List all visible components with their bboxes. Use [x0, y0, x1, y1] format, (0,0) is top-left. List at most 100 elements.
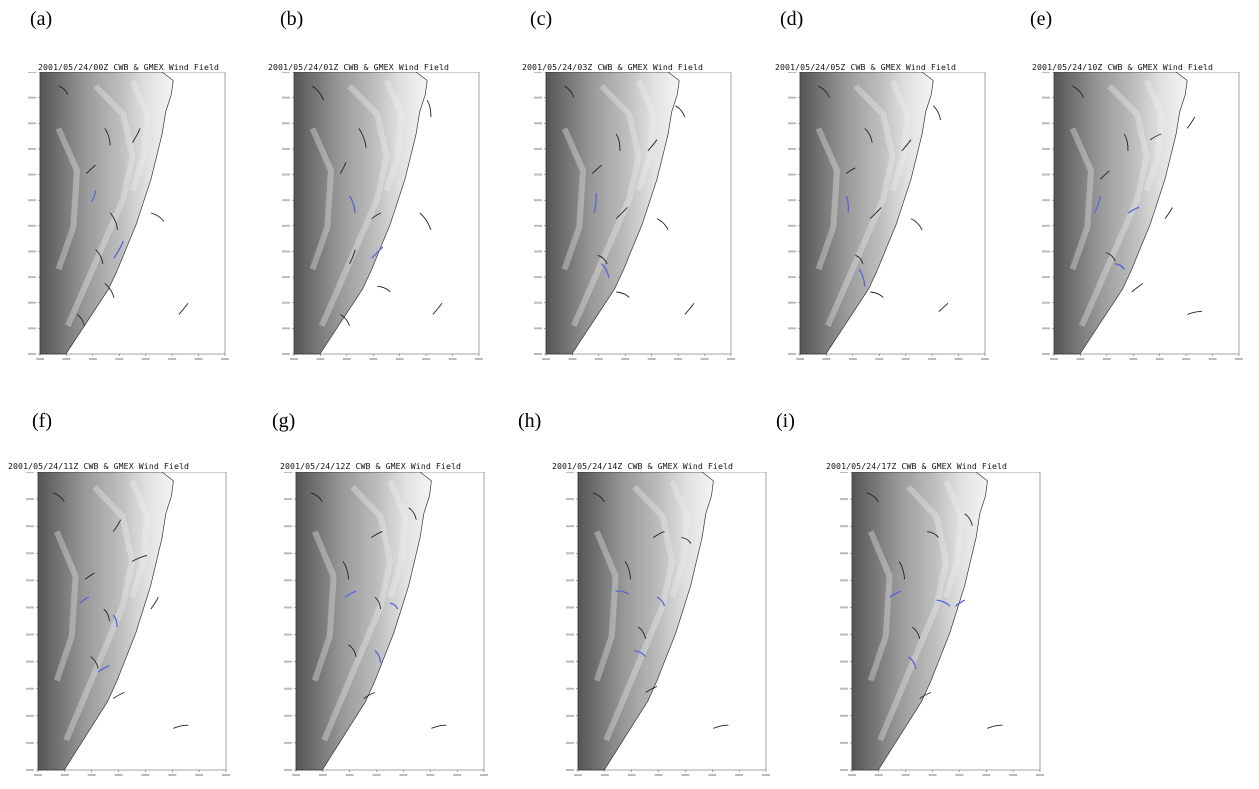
- panel-title: 2001/05/24/17Z CWB & GMEX Wind Field: [826, 461, 1008, 471]
- wind-vector-black: [927, 531, 939, 538]
- x-tick-label: [954, 358, 963, 360]
- y-tick-label: [28, 199, 36, 202]
- y-tick-label: [284, 687, 292, 690]
- wind-vector-black: [178, 302, 189, 315]
- x-tick-label: [426, 774, 435, 776]
- wind-field-map: [280, 72, 485, 364]
- y-tick-label: [566, 472, 574, 473]
- y-tick-label: [840, 525, 848, 528]
- x-tick-label: [399, 774, 408, 776]
- ridge-highlight: [943, 479, 965, 599]
- y-tick-label: [788, 122, 796, 125]
- y-tick-label: [282, 173, 290, 176]
- y-tick-label: [788, 276, 796, 279]
- ridge-highlight: [571, 83, 642, 328]
- x-tick-label: [290, 358, 298, 360]
- y-tick-label: [1042, 353, 1050, 355]
- ridge-highlight: [669, 479, 691, 599]
- wind-vector-black: [615, 133, 621, 152]
- y-tick-label: [566, 714, 574, 717]
- y-tick-label: [840, 552, 848, 555]
- y-tick-label: [284, 472, 292, 473]
- wind-vector-black: [1149, 133, 1162, 141]
- x-tick-label: [700, 358, 709, 360]
- x-tick-label: [475, 358, 483, 360]
- x-tick-label: [316, 358, 325, 360]
- wind-vector-black: [637, 626, 647, 639]
- x-tick-label: [453, 774, 462, 776]
- y-tick-label: [566, 769, 574, 771]
- land-terrain: [293, 72, 428, 355]
- y-tick-label: [840, 498, 848, 501]
- wind-vector-black: [358, 128, 367, 149]
- y-tick-label: [566, 606, 574, 609]
- wind-vector-blue: [1115, 263, 1125, 270]
- y-tick-label: [284, 525, 292, 528]
- y-tick-label: [282, 301, 290, 304]
- panel-label: (e): [1030, 8, 1053, 30]
- wind-vector-black: [869, 207, 882, 219]
- wind-vector-blue: [389, 602, 399, 610]
- ridge-highlight: [825, 83, 896, 328]
- ridge-highlight: [561, 127, 587, 271]
- y-tick-label: [1042, 276, 1050, 279]
- panel-title: 2001/05/24/14Z CWB & GMEX Wind Field: [552, 461, 734, 471]
- y-tick-label: [534, 199, 542, 202]
- y-tick-label: [26, 472, 34, 473]
- y-tick-label: [566, 633, 574, 636]
- wind-vector-black: [592, 492, 605, 503]
- y-tick-label: [840, 687, 848, 690]
- y-tick-label: [26, 498, 34, 501]
- wind-field-map: [24, 472, 232, 780]
- x-tick-label: [981, 358, 989, 360]
- wind-vector-black: [818, 85, 831, 98]
- wind-vector-black: [1105, 252, 1116, 262]
- wind-vector-blue: [344, 590, 357, 598]
- wind-field-map: [786, 72, 991, 364]
- x-tick-label: [762, 774, 770, 776]
- wind-vector-black: [408, 507, 417, 520]
- y-tick-label: [788, 173, 796, 176]
- wind-vector-black: [363, 692, 376, 699]
- x-tick-label: [568, 358, 577, 360]
- y-tick-label: [1042, 327, 1050, 330]
- y-tick-label: [28, 173, 36, 176]
- wind-vector-black: [310, 492, 323, 503]
- land-terrain: [799, 72, 934, 355]
- wind-vector-black: [656, 218, 669, 231]
- x-tick-label: [372, 774, 381, 776]
- wind-vector-black: [370, 531, 383, 538]
- wind-vector-black: [681, 537, 692, 544]
- wind-vector-black: [1099, 170, 1110, 180]
- x-tick-label: [1155, 358, 1164, 360]
- y-tick-label: [26, 579, 34, 582]
- wind-vector-black: [675, 105, 686, 118]
- ridge-highlight: [1069, 127, 1095, 271]
- wind-vector-black: [103, 608, 110, 622]
- y-tick-label: [1042, 173, 1050, 176]
- wind-field-map: [1040, 72, 1245, 364]
- y-tick-label: [282, 147, 290, 150]
- panel-label: (b): [280, 8, 304, 30]
- y-tick-label: [284, 769, 292, 771]
- wind-vector-black: [340, 314, 350, 326]
- ridge-highlight: [309, 127, 335, 271]
- x-tick-label: [422, 358, 431, 360]
- y-tick-label: [840, 741, 848, 744]
- wind-vector-black: [109, 212, 119, 230]
- ridge-highlight: [129, 479, 151, 599]
- wind-vector-blue: [371, 246, 384, 259]
- y-tick-label: [28, 96, 36, 99]
- y-tick-label: [788, 327, 796, 330]
- y-tick-label: [788, 147, 796, 150]
- wind-vector-black: [84, 572, 95, 580]
- panel-label: (c): [530, 8, 553, 30]
- y-tick-label: [282, 96, 290, 99]
- terrain-map: [1042, 72, 1243, 360]
- ridge-highlight: [889, 79, 911, 192]
- x-tick-label: [1076, 358, 1085, 360]
- y-tick-label: [26, 687, 34, 690]
- terrain-map: [28, 72, 229, 360]
- y-tick-label: [534, 327, 542, 330]
- x-tick-label: [34, 774, 42, 776]
